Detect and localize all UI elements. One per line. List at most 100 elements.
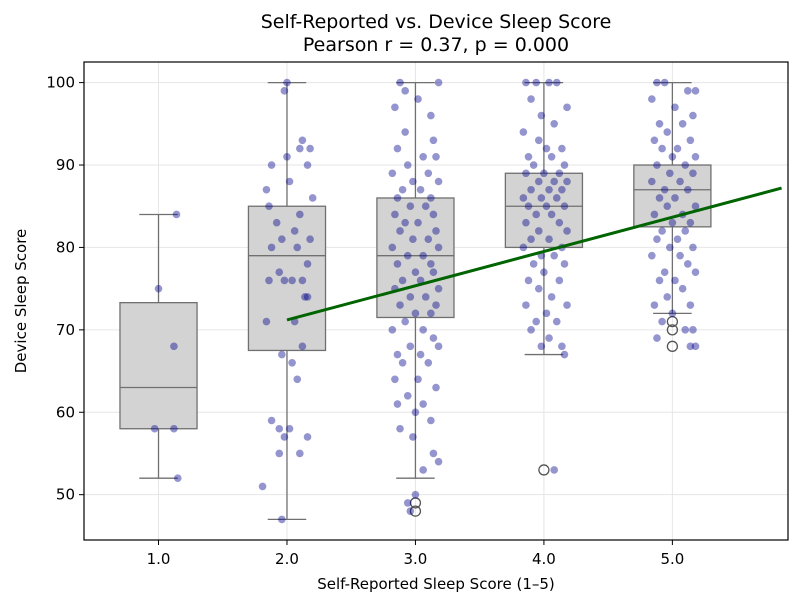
data-point [683,87,692,95]
data-points [150,78,700,524]
data-point [542,144,551,153]
data-point [676,251,684,260]
data-point [540,169,548,178]
data-point [396,227,404,235]
y-tick-label: 60 [56,403,75,421]
data-point [409,177,417,186]
chart-title: Self-Reported vs. Device Sleep Score [261,11,612,33]
data-point [537,111,546,120]
data-point [552,78,561,87]
data-point [660,185,669,194]
data-point [398,359,407,367]
data-point [275,449,284,458]
data-point [409,433,417,441]
data-point [650,210,659,219]
data-point [668,218,677,227]
data-point [296,144,304,153]
data-point [283,78,291,87]
data-point [563,301,571,309]
data-point [411,309,420,318]
data-point [308,194,317,202]
data-point [673,235,682,243]
data-point [522,218,530,227]
data-point [393,400,402,408]
data-point [663,293,672,301]
data-point [398,185,407,194]
data-point [280,433,289,441]
data-point [416,350,425,359]
box-iqr [376,197,455,319]
y-tick-label: 70 [56,321,75,339]
data-point [691,268,700,276]
data-point [658,144,666,153]
data-point [424,235,433,243]
data-point [306,235,314,243]
data-point [555,169,564,178]
data-point [663,128,672,136]
data-point [275,424,284,433]
plot-frame [83,61,789,541]
data-point [278,350,286,359]
data-point [406,507,415,515]
data-point [660,268,669,276]
data-point [411,408,420,417]
data-point [419,466,427,474]
data-point [542,202,551,211]
data-point [537,194,546,202]
data-point [427,416,435,425]
data-point [540,268,548,276]
data-point [388,243,397,252]
data-point [150,424,159,433]
data-point [170,342,178,351]
data-point [429,210,438,219]
data-point [396,424,404,433]
data-point [519,243,528,252]
data-point [262,185,271,194]
data-point [689,326,697,334]
data-point [545,78,553,87]
data-point [691,342,700,351]
data-point [290,227,299,235]
outlier-marker [666,340,679,352]
data-point [686,342,695,351]
data-point [563,177,571,186]
data-point [560,260,569,268]
data-point [658,227,666,235]
x-tick-label: 5.0 [660,550,684,568]
data-point [424,169,433,178]
data-point [529,260,538,268]
outlier-marker [666,315,679,328]
data-point [303,260,312,268]
data-point [560,202,569,211]
data-point [301,293,309,301]
data-point [545,235,553,243]
data-point [170,424,178,433]
data-point [419,152,427,161]
data-point [686,301,695,309]
data-point [563,103,571,112]
data-point [272,218,281,227]
data-point [663,202,672,211]
data-point [555,218,564,227]
data-point [267,243,276,252]
data-point [265,202,273,211]
data-point [401,87,409,95]
data-point [671,103,679,112]
data-point [303,293,312,301]
data-point [558,342,566,351]
data-point [393,144,402,153]
outlier-marker [409,505,422,517]
box-iqr [119,301,198,430]
data-point [396,301,404,309]
box-plots [119,81,712,521]
data-point [427,111,435,120]
data-point [419,251,427,260]
data-point [429,334,438,342]
data-point [401,317,409,326]
data-point [547,293,556,301]
data-point [391,375,399,384]
data-point [267,416,276,425]
data-point [388,169,397,178]
data-point [293,375,302,384]
x-tick-label: 2.0 [275,550,299,568]
